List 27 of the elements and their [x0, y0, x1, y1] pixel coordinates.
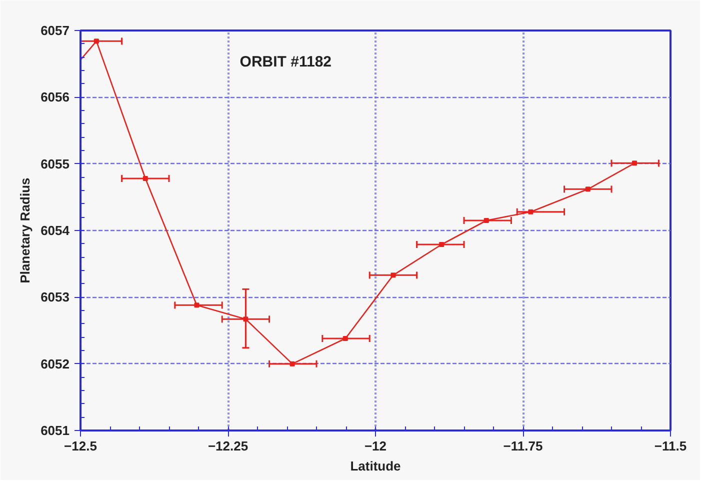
- x-tick-label: −11.5: [654, 438, 687, 454]
- y-tick-label: 6057: [40, 23, 70, 38]
- point: [632, 160, 638, 166]
- point: [243, 316, 248, 322]
- y-axis-title: Planetary Radius: [18, 178, 33, 284]
- x-tick-label: −11.75: [503, 438, 543, 454]
- y-tick-label: 6054: [40, 223, 70, 238]
- point: [528, 209, 534, 214]
- x-tick-label: −12: [364, 438, 387, 454]
- y-tick-label: 6053: [40, 290, 70, 305]
- x-axis-title: Latitude: [350, 458, 401, 474]
- point: [585, 186, 590, 192]
- point: [94, 38, 99, 44]
- y-tick-label: 6055: [40, 156, 70, 172]
- point: [142, 176, 148, 181]
- point: [342, 336, 348, 341]
- point: [194, 302, 200, 308]
- point: [439, 242, 444, 247]
- y-tick-label: 6051: [40, 423, 70, 438]
- point: [390, 272, 396, 278]
- point: [290, 361, 295, 366]
- x-tick-label: −12.25: [208, 438, 248, 454]
- y-tick-label: 6056: [40, 90, 70, 105]
- point: [484, 218, 489, 223]
- annotation: ORBIT #1182: [240, 54, 332, 70]
- x-tick-label: −12.5: [64, 438, 97, 454]
- y-tick-label: 6052: [40, 356, 70, 372]
